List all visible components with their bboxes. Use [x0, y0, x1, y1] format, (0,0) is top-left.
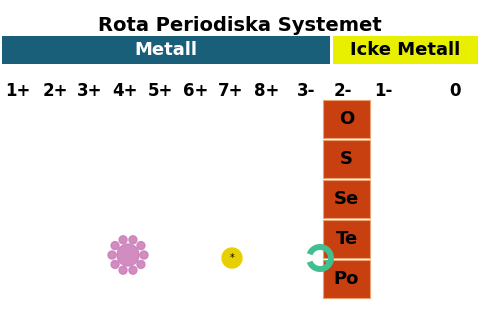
Circle shape — [111, 242, 119, 250]
Text: Te: Te — [336, 230, 358, 248]
Text: Icke Metall: Icke Metall — [350, 41, 461, 59]
Circle shape — [137, 242, 145, 250]
Circle shape — [137, 260, 145, 268]
Bar — [323, 100, 370, 138]
Text: Po: Po — [334, 270, 359, 288]
Text: *: * — [229, 253, 234, 263]
Text: 3-: 3- — [297, 82, 315, 100]
Circle shape — [108, 251, 116, 259]
Text: 7+: 7+ — [218, 82, 244, 100]
Text: O: O — [339, 110, 354, 128]
Text: 5+: 5+ — [147, 82, 173, 100]
Text: Metall: Metall — [134, 41, 197, 59]
Polygon shape — [324, 260, 334, 266]
Text: 2+: 2+ — [42, 82, 68, 100]
Text: 8+: 8+ — [254, 82, 280, 100]
Text: Se: Se — [334, 190, 359, 208]
Bar — [323, 180, 370, 218]
Bar — [323, 220, 370, 258]
Circle shape — [111, 260, 119, 268]
Bar — [323, 260, 370, 298]
Circle shape — [117, 244, 139, 266]
Circle shape — [119, 236, 127, 244]
Text: Rota Periodiska Systemet: Rota Periodiska Systemet — [98, 16, 382, 35]
Text: S: S — [340, 150, 353, 168]
Text: 0: 0 — [449, 82, 461, 100]
Text: 3+: 3+ — [77, 82, 103, 100]
Text: 2-: 2- — [334, 82, 352, 100]
Circle shape — [129, 266, 137, 274]
Text: 4+: 4+ — [112, 82, 138, 100]
Circle shape — [119, 266, 127, 274]
Circle shape — [140, 251, 148, 259]
Circle shape — [222, 248, 242, 268]
Circle shape — [129, 236, 137, 244]
Bar — [333, 36, 478, 64]
Text: 6+: 6+ — [183, 82, 209, 100]
Bar — [2, 36, 330, 64]
Text: 1-: 1- — [374, 82, 392, 100]
Wedge shape — [307, 244, 334, 272]
Bar — [323, 140, 370, 178]
Text: 1+: 1+ — [5, 82, 31, 100]
